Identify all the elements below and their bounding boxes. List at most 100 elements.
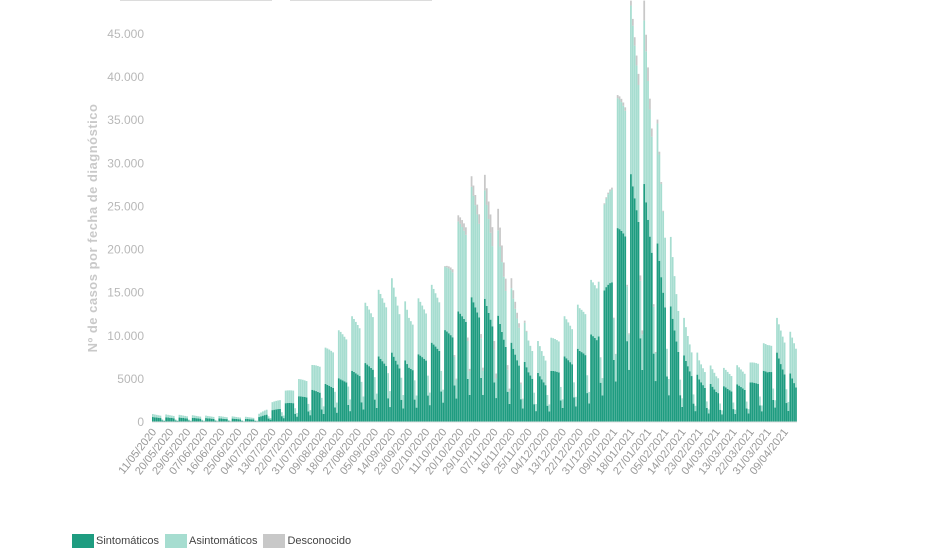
- bar-segment: [398, 314, 401, 369]
- bar-segment: [605, 198, 608, 288]
- top-control-left[interactable]: [120, 0, 272, 1]
- bar-segment: [260, 416, 262, 422]
- bar-segment: [567, 322, 570, 361]
- bar-segment: [210, 418, 213, 422]
- bar-segment: [375, 393, 378, 408]
- bar-segment: [512, 298, 515, 349]
- bar-segment: [783, 374, 786, 422]
- legend-item-sintomaticos[interactable]: Sintomáticos: [72, 534, 159, 548]
- bar-segment: [607, 194, 610, 285]
- bar-segment: [347, 386, 350, 405]
- bar-segment: [631, 25, 634, 187]
- bar-segment: [603, 203, 606, 205]
- bar-segment: [404, 301, 407, 361]
- bar-segment: [776, 352, 778, 422]
- bar-segment: [652, 353, 655, 422]
- bar-segment: [212, 418, 215, 422]
- bar-segment: [719, 403, 721, 410]
- bar-segment: [521, 398, 524, 400]
- bar-segment: [487, 201, 490, 220]
- y-tick-label: 45.000: [107, 27, 144, 41]
- bar-segment: [757, 363, 759, 384]
- bar-segment: [322, 406, 325, 414]
- bar-segment: [254, 420, 257, 422]
- bar-segment: [637, 221, 640, 422]
- bar-segment: [766, 345, 769, 373]
- bar-segment: [465, 234, 467, 322]
- bar-segment: [332, 387, 334, 422]
- bar-segment: [635, 65, 638, 211]
- bar-segment: [501, 331, 503, 422]
- y-tick-label: 35.000: [107, 113, 144, 127]
- bar-segment: [715, 376, 718, 392]
- bar-segment: [626, 286, 629, 342]
- bar-segment: [279, 408, 281, 422]
- bar-segment: [358, 376, 361, 422]
- bar-segment: [705, 408, 708, 422]
- bar-segment: [334, 407, 336, 422]
- bar-segment: [569, 362, 572, 422]
- legend-item-desconocido[interactable]: Desconocido: [263, 534, 351, 548]
- bar-segment: [605, 287, 608, 422]
- bar-segment: [557, 372, 560, 422]
- bar-segment: [446, 331, 448, 422]
- bar-segment: [404, 360, 407, 422]
- bar-segment: [760, 411, 763, 422]
- bar-segment: [470, 186, 473, 298]
- bar-segment: [628, 334, 630, 370]
- bar-segment: [485, 188, 488, 205]
- top-control-right[interactable]: [290, 0, 432, 1]
- bar-segment: [353, 371, 355, 422]
- bar-segment: [614, 354, 617, 382]
- legend-label-sintomaticos: Sintomáticos: [96, 535, 159, 547]
- legend-item-asintomaticos[interactable]: Asintomáticos: [164, 534, 257, 548]
- bar-segment: [592, 282, 594, 337]
- bar-segment: [624, 236, 627, 422]
- bar-segment: [548, 404, 551, 412]
- bar-segment: [478, 214, 481, 224]
- bar-segment: [241, 420, 243, 422]
- bar-segment: [652, 306, 655, 354]
- bar-segment: [707, 409, 710, 414]
- bar-segment: [732, 402, 735, 410]
- bar-segment: [506, 369, 509, 392]
- bar-segment: [669, 306, 672, 422]
- bar-segment: [590, 279, 592, 335]
- bar-segment: [208, 418, 211, 422]
- bar-segment: [317, 365, 319, 392]
- bar-segment: [256, 420, 259, 422]
- bar-segment: [734, 409, 737, 414]
- bar-segment: [474, 307, 477, 422]
- bar-segment: [442, 402, 444, 422]
- bar-segment: [299, 396, 302, 422]
- bar-segment: [349, 411, 352, 422]
- bar-segment: [578, 308, 581, 351]
- bar-segment: [683, 355, 685, 422]
- bar-segment: [571, 329, 573, 365]
- bar-segment: [635, 210, 638, 422]
- bar-segment: [719, 409, 721, 422]
- bar-segment: [273, 401, 276, 410]
- bar-segment: [189, 420, 192, 422]
- bar-segment: [705, 401, 708, 409]
- bar-segment: [702, 368, 704, 386]
- bar-segment: [654, 381, 657, 422]
- bar-segment: [351, 316, 353, 371]
- bar-segment: [381, 298, 384, 362]
- bar-segment: [328, 349, 331, 386]
- bar-segment: [582, 311, 585, 354]
- bar-segment: [330, 350, 333, 387]
- bar-segment: [647, 67, 649, 81]
- bar-segment: [161, 419, 164, 421]
- bar-segment: [425, 313, 427, 361]
- bar-segment: [643, 20, 646, 185]
- bar-segment: [637, 84, 640, 222]
- bar-segment: [603, 290, 606, 422]
- bar-segment: [711, 386, 714, 422]
- bar-segment: [205, 418, 207, 422]
- bar-segment: [637, 73, 640, 85]
- bar-segment: [504, 278, 507, 291]
- bar-segment: [250, 419, 253, 422]
- bar-segment: [639, 275, 642, 281]
- bar-segment: [252, 417, 255, 420]
